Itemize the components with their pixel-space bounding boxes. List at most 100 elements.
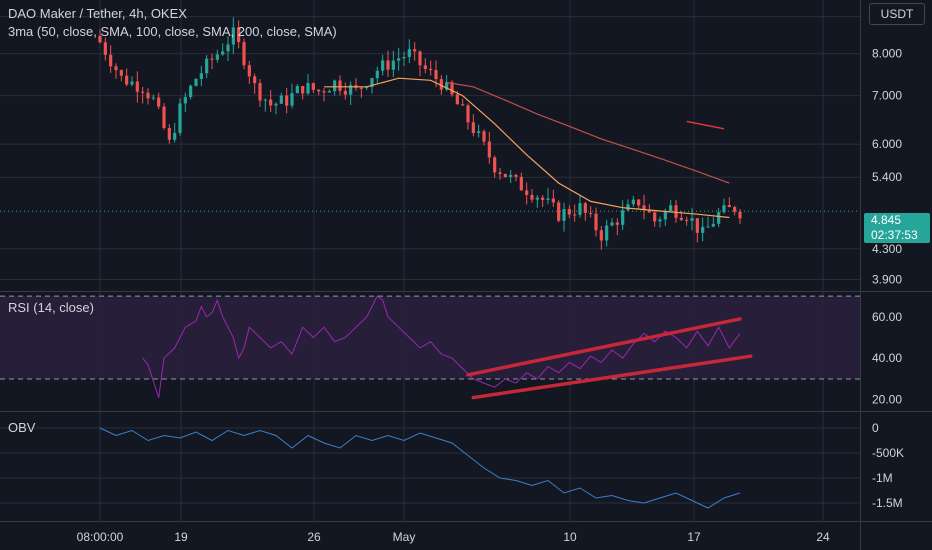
- currency-button[interactable]: USDT: [869, 3, 925, 25]
- candle-body: [642, 205, 646, 211]
- candle-body: [247, 65, 251, 77]
- candle-body: [327, 91, 331, 93]
- candle-body: [466, 105, 470, 123]
- moving-average-legend[interactable]: 3ma (50, close, SMA, 100, close, SMA, 20…: [8, 24, 337, 39]
- rsi-channel-lower[interactable]: [471, 354, 753, 400]
- ma200-line: [686, 120, 725, 130]
- candle-body: [525, 190, 529, 195]
- obv-tick-label: -500K: [872, 446, 904, 460]
- candle-body: [141, 91, 145, 93]
- candle-body: [311, 83, 315, 90]
- candle-body: [519, 176, 523, 191]
- candle-body: [461, 104, 465, 106]
- time-tick-label: 24: [816, 530, 830, 544]
- candle-body: [386, 60, 390, 70]
- candle-body: [343, 90, 347, 95]
- time-tick-label: 17: [687, 530, 701, 544]
- rsi-legend[interactable]: RSI (14, close): [8, 300, 94, 315]
- candle-body: [306, 83, 310, 94]
- obv-tick-label: -1M: [872, 471, 893, 485]
- candle-body: [546, 198, 550, 200]
- candle-body: [375, 70, 379, 79]
- candle-body: [450, 82, 454, 95]
- rsi-tick-label: 60.00: [872, 310, 902, 324]
- candle-body: [605, 225, 609, 241]
- candle-body: [653, 212, 657, 222]
- candle-body: [637, 199, 641, 206]
- obv-tick-label: -1.5M: [872, 496, 903, 510]
- candle-body: [514, 174, 518, 177]
- time-tick-label: 08:00:00: [77, 530, 124, 544]
- candle-body: [471, 122, 475, 133]
- candle-body: [397, 58, 401, 61]
- candle-body: [151, 97, 155, 99]
- candle-body: [509, 174, 513, 177]
- candle-body: [695, 218, 699, 233]
- candle-body: [338, 80, 342, 91]
- candle-body: [738, 211, 742, 219]
- candle-body: [418, 51, 422, 66]
- candle-body: [674, 205, 678, 218]
- candle-body: [445, 82, 449, 90]
- candle-body: [679, 217, 683, 220]
- time-tick-label: May: [393, 530, 416, 544]
- candle-body: [535, 197, 539, 200]
- candle-body: [567, 209, 571, 215]
- candle-body: [578, 203, 582, 215]
- price-tick-label: 8.000: [872, 47, 902, 61]
- candle-body: [114, 66, 118, 71]
- candle-body: [167, 128, 171, 140]
- last-price-value: 4.845: [871, 213, 902, 227]
- candle-body: [365, 86, 369, 88]
- candle-body: [157, 97, 161, 107]
- candle-body: [711, 223, 715, 227]
- candle-body: [210, 58, 214, 60]
- symbol-title[interactable]: DAO Maker / Tether, 4h, OKEX: [8, 6, 187, 21]
- candle-body: [551, 198, 555, 203]
- candle-body: [98, 35, 102, 43]
- candle-body: [583, 203, 587, 213]
- rsi-band: [0, 296, 860, 379]
- candle-body: [109, 54, 113, 67]
- candle-body: [333, 80, 337, 92]
- price-tick-label: 4.300: [872, 242, 902, 256]
- candle-body: [146, 92, 150, 99]
- candle-body: [557, 202, 561, 221]
- candle-body: [194, 78, 198, 86]
- candle-body: [263, 99, 267, 101]
- candle-body: [503, 173, 507, 177]
- candle-body: [205, 58, 209, 74]
- candle-body: [285, 95, 289, 106]
- candle-body: [487, 141, 491, 158]
- candle-body: [663, 210, 667, 220]
- candle-body: [727, 205, 731, 208]
- candle-body: [589, 212, 593, 214]
- candle-body: [258, 83, 262, 101]
- candle-body: [429, 68, 433, 71]
- candle-body: [690, 218, 694, 221]
- candle-body: [610, 222, 614, 226]
- rsi-tick-label: 20.00: [872, 393, 902, 407]
- candle-body: [242, 42, 246, 66]
- candle-body: [370, 78, 374, 87]
- candle-body: [434, 70, 438, 80]
- candle-body: [290, 93, 294, 106]
- candle-body: [189, 85, 193, 98]
- obv-legend[interactable]: OBV: [8, 420, 36, 435]
- candle-body: [317, 89, 321, 92]
- price-tick-label: 3.900: [872, 272, 902, 286]
- candle-body: [301, 86, 305, 94]
- candle-body: [733, 207, 737, 212]
- candle-body: [269, 99, 273, 106]
- price-tick-label: 7.000: [872, 89, 902, 103]
- candle-body: [221, 51, 225, 55]
- candle-body: [119, 70, 123, 76]
- candle-body: [631, 199, 635, 205]
- time-tick-label: 10: [563, 530, 577, 544]
- candle-body: [594, 213, 598, 231]
- candle-body: [407, 49, 411, 57]
- rsi-channel-upper[interactable]: [466, 317, 742, 377]
- candle-body: [274, 103, 278, 106]
- candle-body: [231, 27, 235, 45]
